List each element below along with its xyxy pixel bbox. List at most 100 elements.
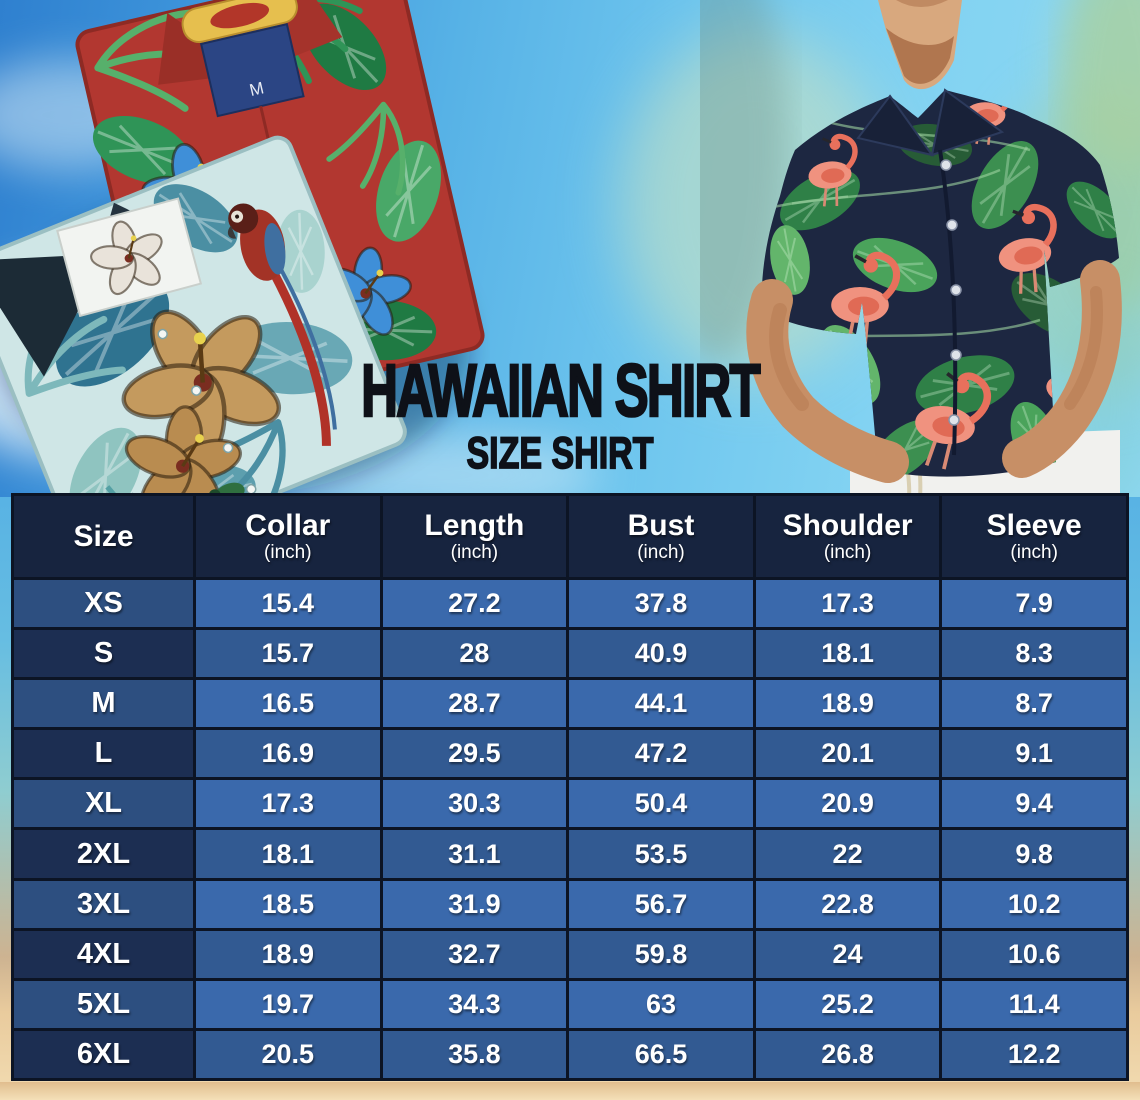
value-cell: 19.7: [193, 977, 383, 1031]
flamingo-shirt: [761, 88, 1119, 477]
value-cell: 66.5: [566, 1027, 756, 1082]
teal-hawaiian-shirt: EPL: [0, 135, 407, 497]
value-cell: 31.1: [379, 827, 570, 881]
value-cell: 30.3: [379, 777, 570, 831]
value-cell: 15.7: [193, 627, 383, 681]
value-cell: 18.9: [752, 677, 943, 731]
header-label: Size: [73, 519, 134, 553]
size-tag: M: [199, 23, 305, 118]
value-cell: 18.5: [193, 877, 383, 931]
table-row-xl: XL 17.3 30.3 50.4 20.9 9.4: [11, 777, 1129, 831]
value-cell: 27.2: [379, 576, 570, 631]
headline-block: HAWAIIAN SHIRT SIZE SHIRT: [318, 348, 802, 479]
size-cell: XS: [11, 576, 196, 631]
header-cell-bust: Bust (inch): [566, 493, 756, 580]
value-cell: 22: [752, 827, 943, 881]
table-head: Size Collar (inch) Length (inch) Bust (inch) Sh…: [11, 493, 1129, 580]
value-cell: 22.8: [752, 877, 943, 931]
value-cell: 12.2: [939, 1027, 1129, 1082]
value-cell: 10.2: [939, 877, 1129, 931]
header-cell-sleeve: Sleeve (inch): [939, 493, 1129, 580]
table-row-xs: XS 15.4 27.2 37.8 17.3 7.9: [11, 576, 1129, 631]
size-tag-letter: M: [248, 78, 266, 100]
size-cell: 3XL: [11, 877, 196, 931]
value-cell: 26.8: [752, 1027, 943, 1082]
header-unit: (inch): [637, 542, 685, 564]
size-chart-section: Size Collar (inch) Length (inch) Bust (inch) Sh…: [11, 493, 1129, 1082]
value-cell: 37.8: [566, 576, 756, 631]
value-cell: 8.3: [939, 627, 1129, 681]
value-cell: 28: [379, 627, 570, 681]
header-cell-length: Length (inch): [379, 493, 570, 580]
value-cell: 8.7: [939, 677, 1129, 731]
size-cell: XL: [11, 777, 196, 831]
header-label: Shoulder: [782, 509, 913, 543]
value-cell: 18.1: [752, 627, 943, 681]
header-label: Length: [424, 509, 525, 543]
header-cell-size: Size: [11, 493, 196, 580]
table-row-m: M 16.5 28.7 44.1 18.9 8.7: [11, 677, 1129, 731]
folded-shirts-photo: M: [0, 0, 485, 497]
value-cell: 7.9: [939, 576, 1129, 631]
header-cell-shoulder: Shoulder (inch): [752, 493, 943, 580]
value-cell: 63: [566, 977, 756, 1031]
header-unit: (inch): [264, 542, 312, 564]
table-row-4xl: 4XL 18.9 32.7 59.8 24 10.6: [11, 927, 1129, 981]
value-cell: 31.9: [379, 877, 570, 931]
value-cell: 20.5: [193, 1027, 383, 1082]
table-row-2xl: 2XL 18.1 31.1 53.5 22 9.8: [11, 827, 1129, 881]
value-cell: 28.7: [379, 677, 570, 731]
header-label: Sleeve: [986, 509, 1082, 543]
value-cell: 20.9: [752, 777, 943, 831]
header-unit: (inch): [1010, 542, 1058, 564]
model-photo: [700, 0, 1140, 497]
table-row-s: S 15.7 28 40.9 18.1 8.3: [11, 627, 1129, 681]
value-cell: 40.9: [566, 627, 756, 681]
value-cell: 34.3: [379, 977, 570, 1031]
shirt-buttons: [940, 159, 962, 426]
value-cell: 9.1: [939, 727, 1129, 781]
value-cell: 18.1: [193, 827, 383, 881]
parrot-illustration: [227, 203, 337, 446]
size-cell: 2XL: [11, 827, 196, 881]
value-cell: 17.3: [193, 777, 383, 831]
value-cell: 32.7: [379, 927, 570, 981]
size-cell: 6XL: [11, 1027, 196, 1082]
page-title: HAWAIIAN SHIRT: [360, 348, 761, 434]
table-body: XS 15.4 27.2 37.8 17.3 7.9 S 15.7 28 40.9 18.1 8.3 M…: [11, 576, 1129, 1082]
value-cell: 44.1: [566, 677, 756, 731]
value-cell: 35.8: [379, 1027, 570, 1082]
size-cell: M: [11, 677, 196, 731]
header-row: Size Collar (inch) Length (inch) Bust (inch) Sh…: [11, 493, 1129, 580]
value-cell: 56.7: [566, 877, 756, 931]
value-cell: 25.2: [752, 977, 943, 1031]
size-cell: 5XL: [11, 977, 196, 1031]
value-cell: 24: [752, 927, 943, 981]
value-cell: 29.5: [379, 727, 570, 781]
value-cell: 10.6: [939, 927, 1129, 981]
size-cell: S: [11, 627, 196, 681]
page-subtitle: SIZE SHIRT: [466, 428, 654, 479]
header-label: Collar: [245, 509, 331, 543]
header-unit: (inch): [823, 542, 872, 564]
header-unit: (inch): [450, 542, 499, 564]
model-neck: [878, 0, 962, 90]
size-chart-table: Size Collar (inch) Length (inch) Bust (inch) Sh…: [11, 493, 1129, 1082]
table-row-3xl: 3XL 18.5 31.9 56.7 22.8 10.2: [11, 877, 1129, 931]
value-cell: 15.4: [193, 576, 383, 631]
size-cell: 4XL: [11, 927, 196, 981]
hero-scene: M: [0, 0, 1140, 497]
value-cell: 47.2: [566, 727, 756, 781]
value-cell: 9.8: [939, 827, 1129, 881]
table-row-6xl: 6XL 20.5 35.8 66.5 26.8 12.2: [11, 1027, 1129, 1082]
value-cell: 50.4: [566, 777, 756, 831]
table-row-5xl: 5XL 19.7 34.3 63 25.2 11.4: [11, 977, 1129, 1031]
sand-strip: [0, 1082, 1140, 1100]
value-cell: 18.9: [193, 927, 383, 981]
model-arms: [746, 260, 1122, 483]
header-label: Bust: [627, 509, 695, 543]
table-row-l: L 16.9 29.5 47.2 20.1 9.1: [11, 727, 1129, 781]
value-cell: 16.5: [193, 677, 383, 731]
value-cell: 59.8: [566, 927, 756, 981]
